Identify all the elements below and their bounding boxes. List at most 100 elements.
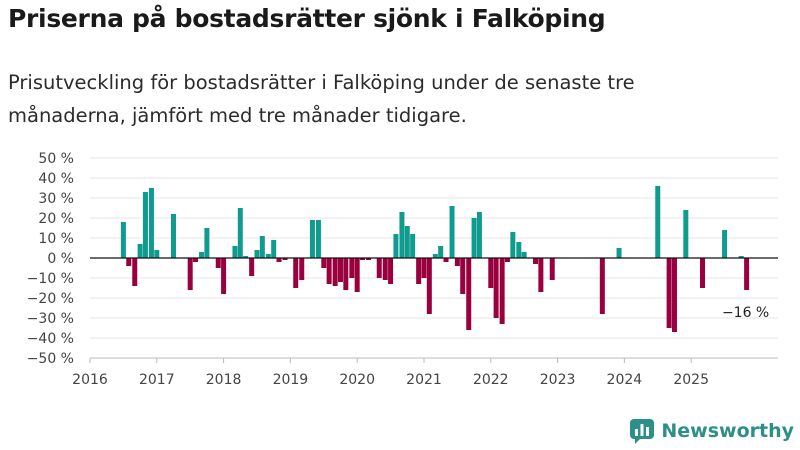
y-tick-label: −50 %	[27, 351, 74, 367]
bar	[382, 258, 388, 280]
bar	[399, 212, 405, 258]
bar	[249, 258, 255, 276]
bar	[666, 258, 672, 328]
bar	[510, 232, 516, 258]
y-tick-label: 10 %	[38, 231, 74, 247]
y-tick-label: 50 %	[38, 151, 74, 167]
bar	[309, 220, 315, 258]
x-tick-label: 2021	[406, 372, 442, 388]
brand-name: Newsworthy	[661, 420, 794, 442]
x-tick-label: 2024	[607, 372, 643, 388]
axes	[89, 357, 778, 363]
bar	[215, 258, 221, 268]
bar	[321, 258, 327, 268]
bar	[232, 246, 238, 258]
bar	[148, 188, 154, 258]
bars	[120, 186, 750, 332]
bar	[466, 258, 472, 330]
x-tick-label: 2017	[139, 372, 175, 388]
bar	[421, 258, 427, 278]
bar	[354, 258, 360, 292]
y-tick-label: 30 %	[38, 191, 74, 207]
x-tick-label: 2025	[673, 372, 709, 388]
bar	[416, 258, 422, 284]
y-tick-label: 40 %	[38, 171, 74, 187]
bar	[493, 258, 499, 318]
bar	[204, 228, 210, 258]
chart-title: Priserna på bostadsrätter sjönk i Falköp…	[8, 4, 606, 33]
bar	[276, 258, 282, 262]
chart-subtitle: Prisutveckling för bostadsrätter i Falkö…	[8, 71, 635, 127]
bar	[454, 258, 460, 266]
bar	[254, 250, 260, 258]
bar	[404, 226, 410, 258]
bar	[599, 258, 605, 314]
bar	[722, 230, 728, 258]
y-tick-label: 20 %	[38, 211, 74, 227]
bar	[426, 258, 432, 314]
bar	[616, 248, 622, 258]
bar	[142, 192, 148, 258]
bar	[533, 258, 539, 264]
bar	[265, 254, 271, 258]
bar	[360, 258, 366, 260]
chart-logo-icon	[630, 419, 655, 444]
bar	[471, 218, 477, 258]
bar	[521, 252, 527, 258]
bar	[349, 258, 355, 278]
x-tick-label: 2023	[540, 372, 576, 388]
bar	[432, 254, 438, 258]
x-tick-label: 2020	[339, 372, 375, 388]
bar	[199, 252, 205, 258]
bar	[460, 258, 466, 294]
tick-labels: 50 % 40 % 30 % 20 % 10 % 0 % −10 % −20 % −30 % −4…	[27, 151, 709, 388]
bar	[187, 258, 193, 290]
bar	[393, 234, 399, 258]
bar	[259, 236, 265, 258]
bar	[488, 258, 494, 288]
bar	[504, 258, 510, 262]
x-tick-label: 2016	[72, 372, 108, 388]
y-tick-label: 0 %	[47, 251, 74, 267]
bar	[700, 258, 706, 288]
y-tick-label: −40 %	[27, 331, 74, 347]
bar	[655, 186, 661, 258]
bar	[271, 240, 277, 258]
bar	[282, 258, 288, 260]
last-value-label: −16 %	[722, 305, 769, 321]
y-tick-label: −10 %	[27, 271, 74, 287]
bar	[332, 258, 338, 286]
bar	[671, 258, 677, 332]
bar	[221, 258, 227, 294]
bar	[476, 212, 482, 258]
newsworthy-logo[interactable]: Newsworthy	[629, 418, 794, 444]
bar	[449, 206, 455, 258]
bar	[538, 258, 544, 292]
bar	[132, 258, 138, 286]
bar	[293, 258, 299, 288]
bar	[137, 244, 143, 258]
bar	[443, 258, 449, 262]
bar	[516, 242, 522, 258]
bar	[126, 258, 132, 266]
bar	[171, 214, 176, 258]
bar	[299, 258, 305, 280]
bar	[237, 208, 243, 258]
x-tick-label: 2018	[206, 372, 242, 388]
bar	[326, 258, 332, 284]
bar	[120, 222, 126, 258]
annotation-group: −16 %	[722, 305, 769, 321]
bar	[549, 258, 555, 280]
y-tick-label: −20 %	[27, 291, 74, 307]
bar	[315, 220, 321, 258]
bar	[683, 210, 689, 258]
bar	[193, 258, 199, 262]
x-tick-label: 2019	[273, 372, 309, 388]
bar	[243, 256, 249, 258]
bar	[337, 258, 343, 282]
y-tick-label: −30 %	[27, 311, 74, 327]
bar	[343, 258, 349, 290]
bar	[366, 258, 372, 260]
bar	[744, 258, 750, 290]
